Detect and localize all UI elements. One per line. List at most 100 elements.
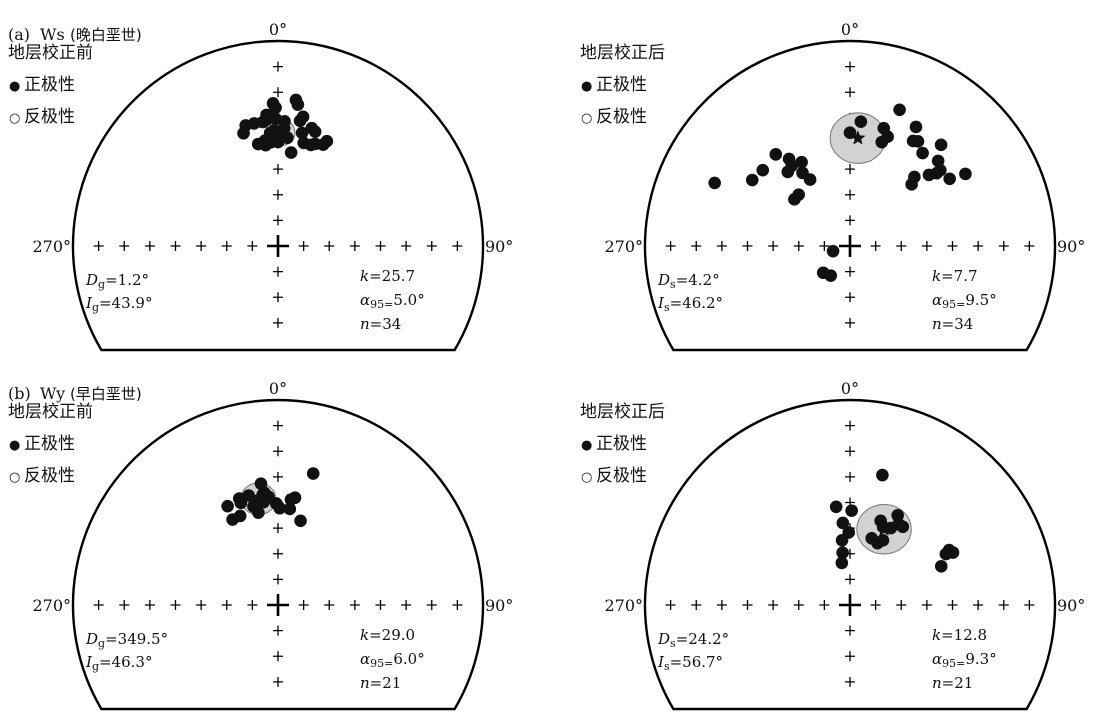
data-point xyxy=(829,500,843,514)
tick-mark xyxy=(742,600,753,610)
panel-letter: (a) xyxy=(8,25,30,44)
data-point xyxy=(295,126,309,140)
data-point xyxy=(788,193,801,206)
data-point xyxy=(221,499,234,513)
axis-label-north: 0° xyxy=(841,20,859,39)
tick-mark xyxy=(665,241,676,251)
data-point xyxy=(266,97,280,110)
tick-mark xyxy=(998,600,1009,610)
data-point xyxy=(294,514,307,528)
legend-reverse-symbol: ○ xyxy=(581,111,592,126)
tick-mark xyxy=(375,600,386,610)
stat-k: k=7.7 xyxy=(932,267,978,285)
mean-direction-star xyxy=(876,521,892,536)
legend-normal-symbol: ● xyxy=(581,438,592,453)
stat-alpha95: α95=6.0° xyxy=(360,650,425,670)
data-point xyxy=(916,146,929,160)
data-point xyxy=(891,509,904,522)
tick-mark xyxy=(845,446,855,457)
tick-mark xyxy=(845,215,855,226)
tick-mark xyxy=(273,292,283,303)
tick-mark xyxy=(273,523,283,534)
data-point xyxy=(836,546,849,559)
centre-cross xyxy=(839,594,861,616)
net-title: 地层校正前 xyxy=(8,402,93,422)
tick-mark xyxy=(768,241,779,251)
tick-mark xyxy=(273,61,283,72)
legend-normal-label: 正极性 xyxy=(596,434,647,454)
tick-mark xyxy=(273,574,283,585)
legend-normal-label: 正极性 xyxy=(24,75,75,95)
data-point xyxy=(884,521,898,535)
tick-mark xyxy=(349,600,360,610)
data-point xyxy=(876,534,890,547)
tick-mark xyxy=(273,676,283,687)
tick-mark xyxy=(691,241,702,251)
data-point xyxy=(306,467,320,480)
tick-mark xyxy=(845,317,855,328)
tick-mark xyxy=(324,241,335,251)
stat-inclination: Ig=43.9° xyxy=(85,294,152,314)
tick-mark xyxy=(273,548,283,559)
data-point xyxy=(291,98,305,111)
stat-inclination: Ig=46.3° xyxy=(85,653,152,673)
data-point xyxy=(305,121,319,135)
mean-direction-star xyxy=(850,130,866,145)
stereonet-4: 0° 90° 270° 地层校正后 ● 正极性 ○ 反极性 Ds=24.2° Is=56.7° k=… xyxy=(580,379,1085,711)
tick-mark xyxy=(273,625,283,636)
tick-mark xyxy=(298,600,309,610)
legend-reverse-label: 反极性 xyxy=(24,107,75,127)
net-title: 地层校正后 xyxy=(580,43,665,63)
legend-normal-symbol: ● xyxy=(9,438,20,453)
tick-mark xyxy=(819,241,830,251)
data-point xyxy=(854,115,868,128)
net-title: 地层校正后 xyxy=(580,402,665,422)
net-outline xyxy=(643,398,1057,711)
legend-reverse-label: 反极性 xyxy=(24,466,75,486)
tick-mark xyxy=(221,600,232,610)
data-point xyxy=(264,108,278,121)
tick-mark xyxy=(401,600,412,610)
data-point xyxy=(708,176,721,190)
tick-mark xyxy=(819,600,830,610)
centre-cross xyxy=(839,235,861,257)
net-title: 地层校正前 xyxy=(8,43,93,63)
tick-mark xyxy=(273,215,283,226)
tick-mark xyxy=(273,164,283,175)
stereonet-2: 0° 90° 270° 地层校正后 ● 正极性 ○ 反极性 Ds=4.2° Is=46.2° k=7… xyxy=(580,20,1085,352)
legend-normal-symbol: ● xyxy=(9,79,20,94)
tick-mark xyxy=(896,600,907,610)
grid-ticks xyxy=(665,61,1035,328)
tick-mark xyxy=(273,189,283,200)
data-point xyxy=(296,110,310,124)
tick-mark xyxy=(196,600,207,610)
stat-inclination: Is=46.2° xyxy=(657,294,723,314)
legend-reverse-symbol: ○ xyxy=(9,111,20,126)
tick-mark xyxy=(845,625,855,636)
data-point xyxy=(835,556,849,570)
tick-mark xyxy=(144,241,155,251)
legend-normal-symbol: ● xyxy=(581,79,592,94)
tick-mark xyxy=(170,241,181,251)
data-point xyxy=(893,103,906,117)
tick-mark xyxy=(845,164,855,175)
tick-mark xyxy=(273,446,283,457)
tick-mark xyxy=(221,241,232,251)
tick-mark xyxy=(273,420,283,431)
tick-mark xyxy=(349,241,360,251)
data-point xyxy=(911,135,925,148)
data-point xyxy=(745,173,759,187)
tick-mark xyxy=(896,241,907,251)
epoch-label: (晚白垩世) xyxy=(70,26,142,44)
data-point xyxy=(836,516,850,530)
data-point xyxy=(959,167,972,181)
data-point xyxy=(281,131,294,145)
data-point xyxy=(283,502,297,516)
tick-mark xyxy=(93,241,104,251)
data-point xyxy=(909,120,923,134)
axis-label-east: 90° xyxy=(1057,596,1085,615)
site-name: Wy xyxy=(40,384,65,403)
tick-mark xyxy=(973,600,984,610)
site-name: Ws xyxy=(40,25,65,44)
data-point xyxy=(259,138,272,152)
